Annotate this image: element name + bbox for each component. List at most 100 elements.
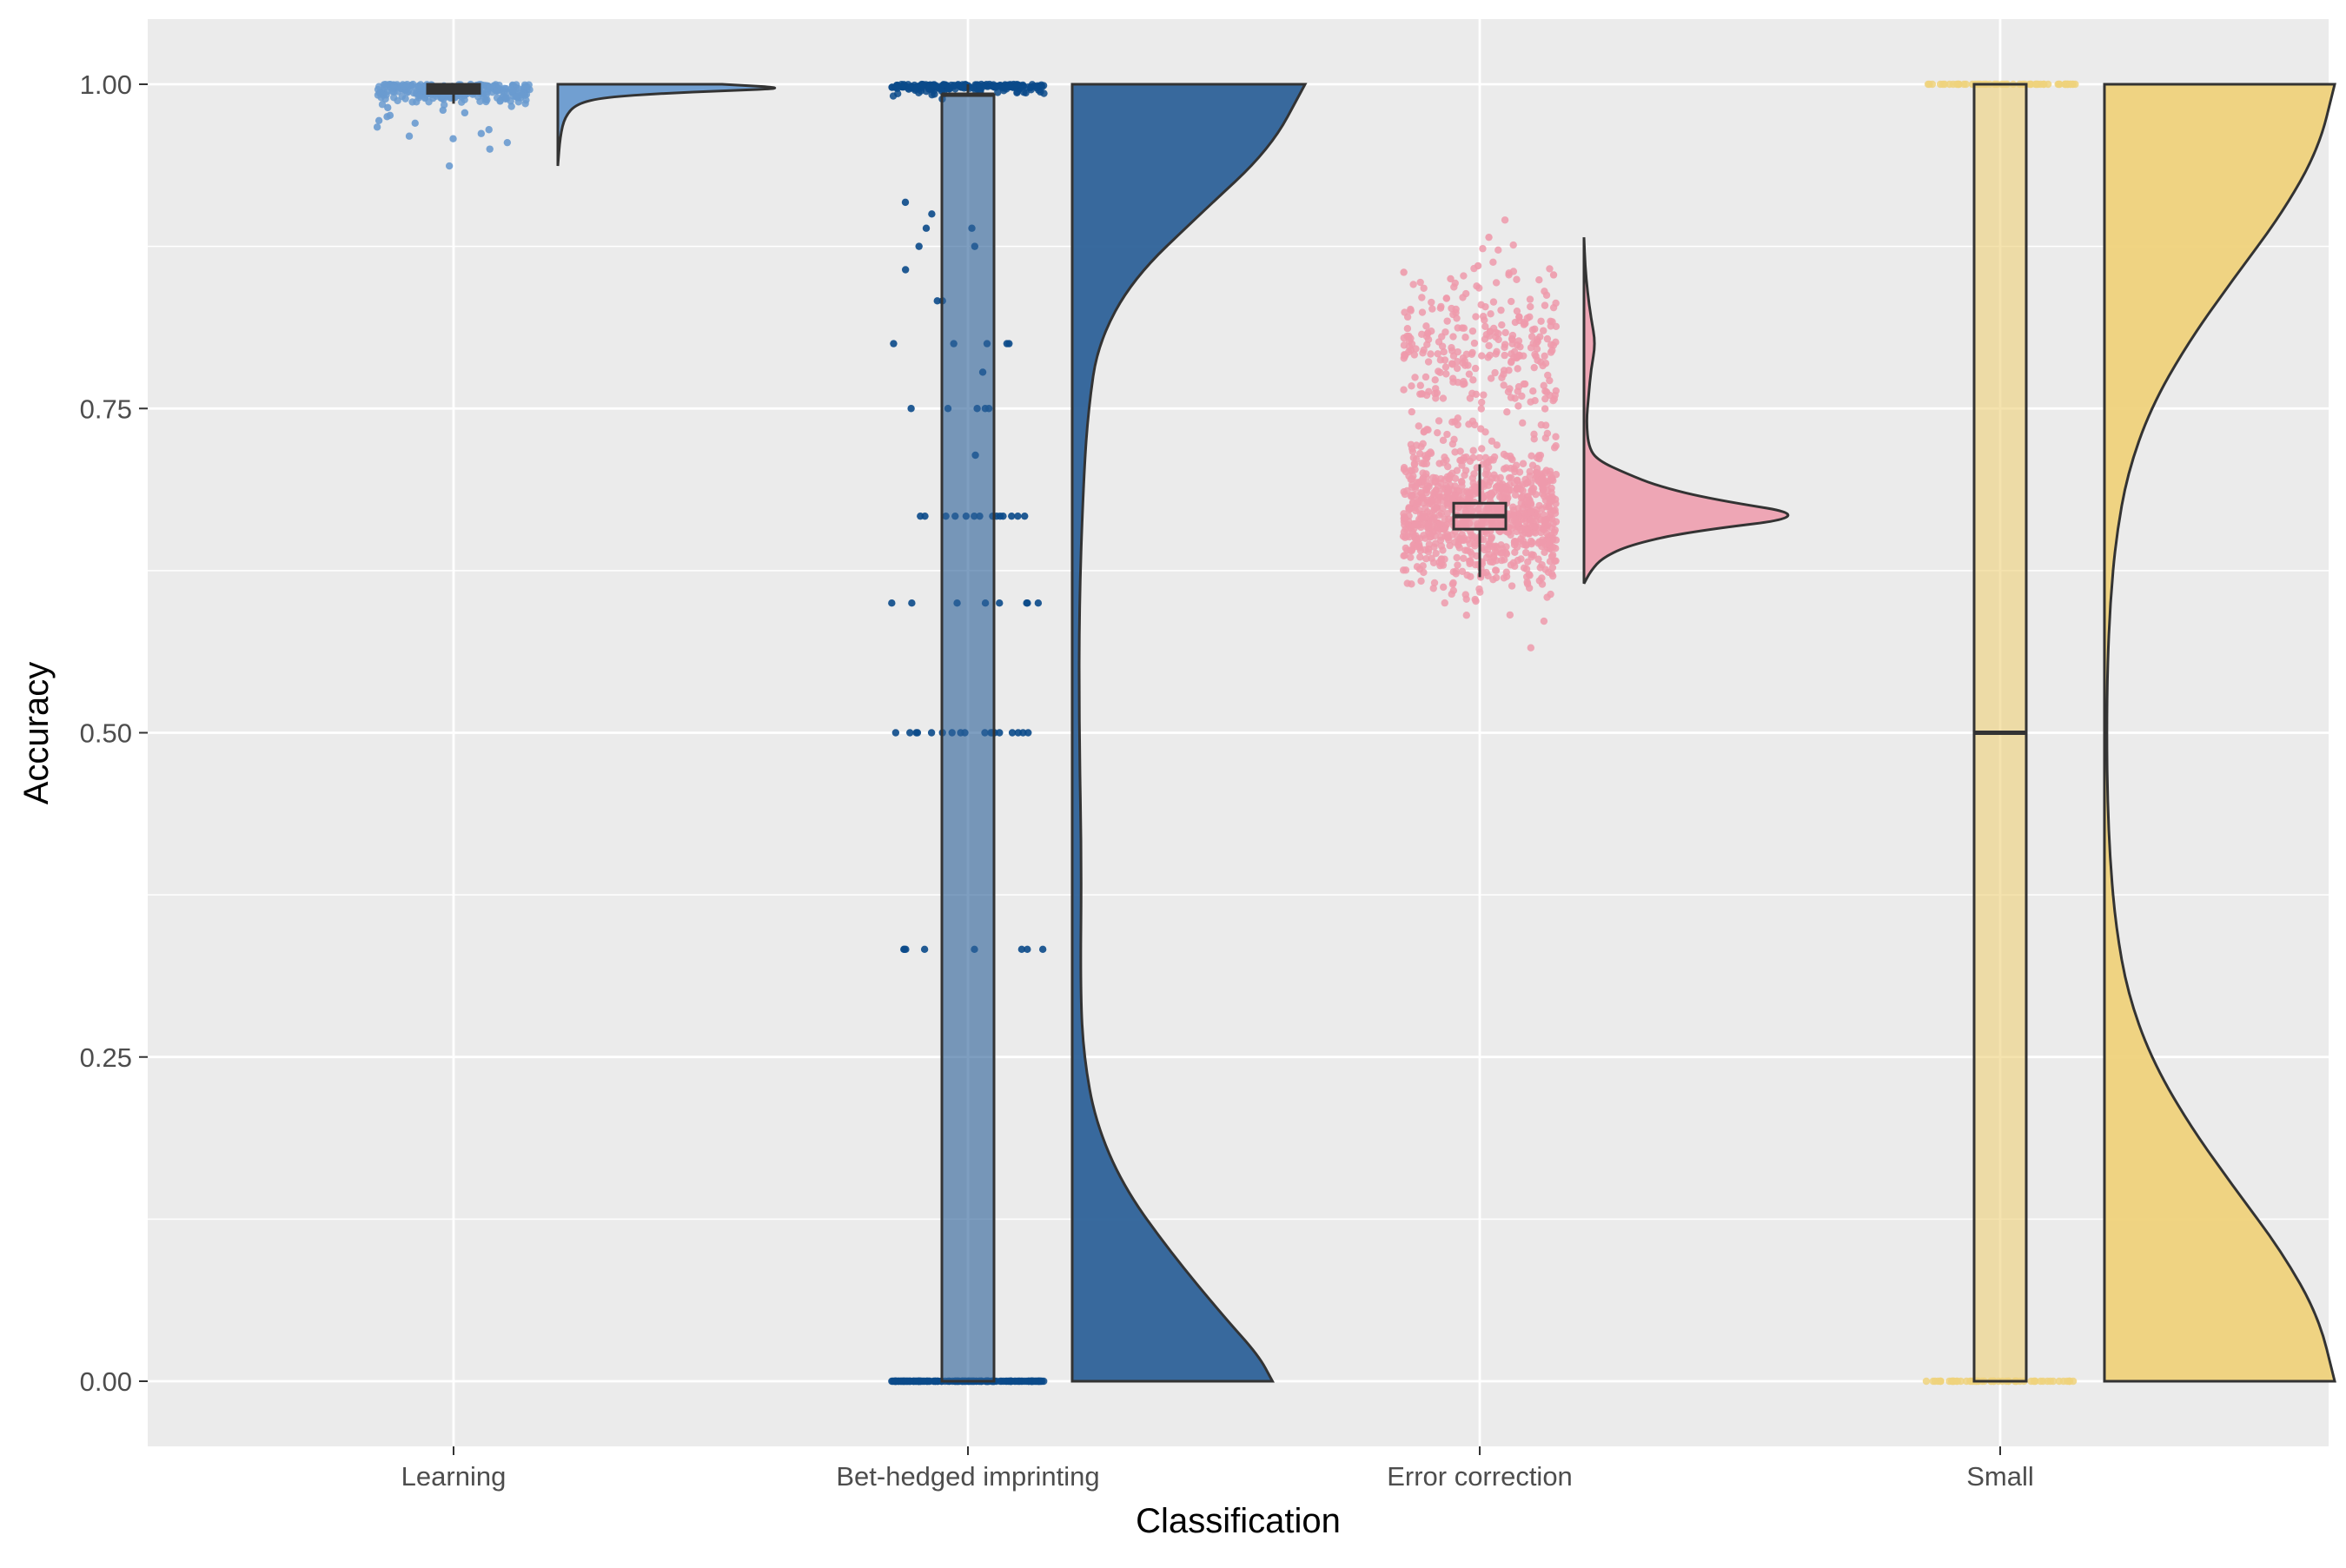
data-point (1536, 564, 1544, 572)
data-point (1494, 246, 1502, 255)
data-point (1418, 308, 1427, 316)
data-point (1471, 364, 1480, 373)
data-point (1528, 452, 1535, 460)
data-point (1425, 387, 1433, 395)
data-point (1452, 567, 1460, 575)
data-point (1530, 363, 1538, 372)
data-point (1484, 463, 1493, 472)
data-point (1419, 475, 1427, 483)
data-point (1420, 428, 1428, 436)
data-point (1501, 556, 1508, 564)
data-point (1443, 430, 1451, 439)
data-point (1528, 485, 1536, 493)
data-point (485, 126, 493, 134)
data-point (1506, 611, 1514, 619)
data-point (1502, 482, 1510, 491)
data-point (1014, 512, 1022, 520)
data-point (1003, 340, 1011, 347)
data-point (1487, 374, 1495, 382)
series-bet-hedged-imprinting (888, 80, 1308, 1386)
data-point (1432, 549, 1440, 558)
data-point (1548, 318, 1556, 326)
data-point (507, 103, 515, 110)
data-point (1434, 428, 1441, 437)
data-point (1423, 341, 1431, 348)
data-point (1024, 945, 1031, 954)
data-point (1406, 546, 1415, 554)
data-point (386, 111, 394, 120)
data-point (1452, 305, 1460, 314)
data-point (1541, 352, 1548, 361)
y-tick-label: 1.00 (80, 69, 132, 100)
data-point (409, 89, 418, 97)
data-point (922, 224, 931, 232)
data-point (1430, 543, 1438, 551)
data-point (1462, 350, 1471, 359)
y-tick-label: 0.00 (80, 1366, 132, 1397)
data-point (1480, 391, 1488, 399)
data-point (901, 1377, 910, 1386)
data-point (1549, 271, 1558, 279)
data-point (1416, 381, 1425, 389)
data-point (1531, 523, 1539, 531)
data-point (2063, 1377, 2071, 1386)
data-point (1014, 729, 1023, 737)
data-point (1548, 347, 1556, 354)
data-point (1506, 452, 1514, 460)
data-point (1419, 349, 1427, 357)
data-point (1430, 579, 1439, 587)
data-point (1458, 482, 1466, 490)
data-point (1501, 351, 1508, 360)
data-point (917, 512, 924, 520)
data-point (1527, 537, 1535, 546)
data-point (1429, 489, 1438, 497)
data-point (1408, 382, 1415, 390)
axes: 0.00 0.25 0.50 0.75 1.00 Learning Bet-hedged i… (80, 69, 2034, 1492)
data-point (374, 116, 383, 125)
y-tick-label: 0.50 (80, 718, 132, 749)
data-point (1418, 330, 1426, 338)
data-point (1543, 520, 1552, 528)
data-point (1960, 80, 1968, 89)
data-point (901, 266, 910, 274)
data-point (1533, 453, 1541, 462)
data-point (1407, 553, 1415, 561)
data-point (1448, 374, 1457, 382)
x-axis-title: Classification (1136, 1502, 1341, 1540)
data-point (1491, 566, 1500, 574)
data-point (1547, 590, 1554, 599)
data-point (1513, 307, 1521, 315)
data-point (993, 82, 1001, 90)
data-point (1466, 559, 1474, 568)
data-point (1509, 241, 1517, 249)
data-point (1552, 442, 1560, 450)
x-tick-label: Bet-hedged imprinting (836, 1461, 1099, 1492)
data-point (1451, 474, 1460, 482)
data-point (1453, 364, 1461, 373)
data-point (996, 599, 1004, 607)
data-point (1514, 402, 1522, 410)
data-point (2031, 1377, 2038, 1386)
data-point (1448, 580, 1457, 588)
data-point (2046, 1377, 2054, 1386)
data-point (1506, 385, 1514, 393)
data-point (1415, 450, 1424, 458)
data-point (1461, 334, 1469, 341)
data-point (1481, 302, 1489, 311)
data-point (1522, 497, 1530, 505)
data-point (912, 729, 920, 737)
data-point (381, 83, 388, 91)
data-point (1477, 398, 1486, 407)
data-point (1532, 506, 1541, 513)
data-point (1506, 510, 1514, 518)
data-point (1507, 358, 1515, 367)
data-point (888, 599, 896, 607)
data-point (1475, 453, 1483, 462)
data-point (1489, 298, 1498, 306)
data-point (1542, 388, 1551, 396)
data-point (1507, 473, 1515, 482)
data-point (1538, 490, 1547, 498)
data-point (1437, 302, 1445, 311)
data-point (1929, 1377, 1938, 1386)
data-point (1527, 398, 1534, 406)
